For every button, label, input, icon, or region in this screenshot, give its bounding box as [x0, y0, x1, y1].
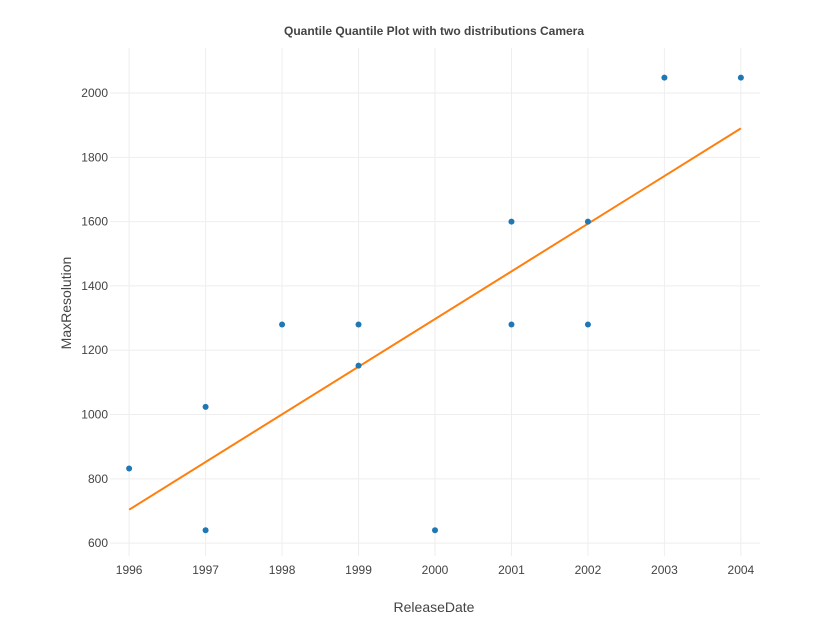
- data-point: [355, 362, 362, 369]
- data-point: [508, 218, 515, 225]
- y-tick-label: 1200: [81, 343, 108, 357]
- x-tick-label: 1997: [192, 563, 219, 577]
- data-point: [661, 74, 668, 81]
- tick-labels: 1996 1997 1998 1999 2000 2001 2002 2003 2004 600 8…: [81, 86, 754, 577]
- x-tick-label: 2001: [498, 563, 525, 577]
- data-point: [508, 321, 515, 328]
- data-point: [584, 218, 591, 225]
- x-tick-label: 2002: [575, 563, 602, 577]
- y-tick-label: 1400: [81, 279, 108, 293]
- data-point: [279, 321, 286, 328]
- y-axis-title: MaxResolution: [58, 257, 74, 350]
- grid-lines: [110, 48, 760, 556]
- data-point: [584, 321, 591, 328]
- data-point: [202, 527, 209, 534]
- y-tick-label: 2000: [81, 86, 108, 100]
- y-tick-label: 1800: [81, 150, 108, 164]
- x-tick-label: 2003: [651, 563, 678, 577]
- x-axis-title: ReleaseDate: [394, 599, 475, 615]
- y-tick-label: 800: [88, 472, 108, 486]
- data-point: [737, 74, 744, 81]
- y-tick-label: 1000: [81, 408, 108, 422]
- data-point: [202, 403, 209, 410]
- data-point: [126, 465, 133, 472]
- fit-line-layer: [128, 127, 742, 511]
- data-points-layer: [126, 74, 744, 534]
- data-point: [355, 321, 362, 328]
- x-tick-label: 1999: [345, 563, 372, 577]
- x-tick-label: 2000: [422, 563, 449, 577]
- y-tick-label: 600: [88, 536, 108, 550]
- x-tick-label: 1996: [116, 563, 143, 577]
- data-point: [432, 527, 438, 534]
- x-tick-label: 1998: [269, 563, 296, 577]
- x-tick-label: 2004: [728, 563, 755, 577]
- fit-line: [128, 127, 742, 511]
- chart-title: Quantile Quantile Plot with two distribu…: [284, 24, 584, 38]
- y-tick-label: 1600: [81, 215, 108, 229]
